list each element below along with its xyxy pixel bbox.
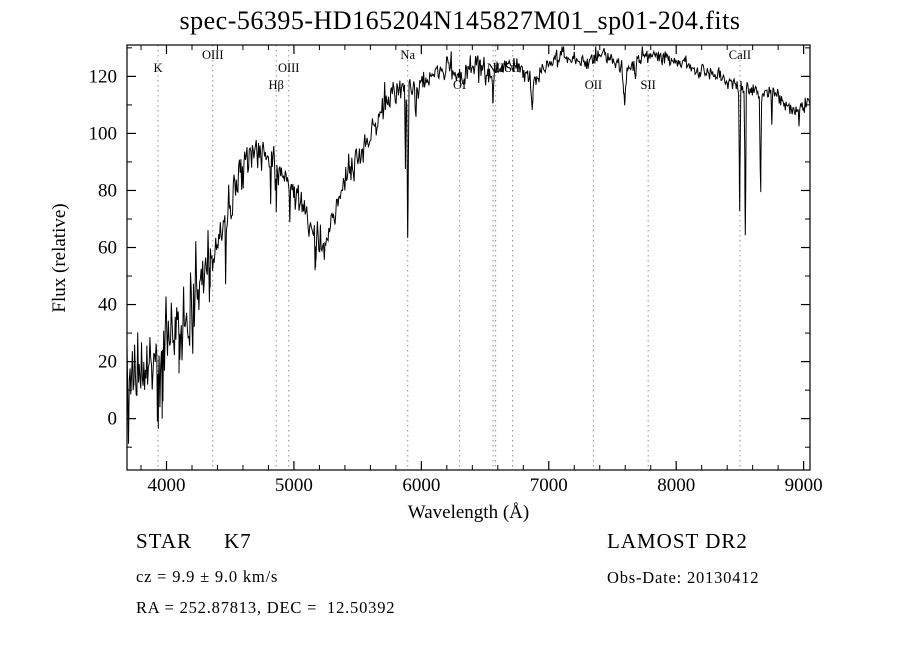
plot-border (126, 44, 811, 471)
marker-label: SII (641, 78, 656, 92)
marker-label: Na (400, 48, 415, 62)
marker-label: OII (585, 78, 602, 92)
y-tick-label: 80 (98, 180, 117, 201)
marker-label: OIII (202, 48, 224, 62)
cz-value: cz = 9.9 ± 9.0 km/s (136, 567, 279, 586)
y-axis-label: Flux (relative) (49, 203, 70, 313)
marker-label: K (153, 61, 162, 75)
x-tick-label: 4000 (148, 475, 186, 496)
survey-label: LAMOST DR2 (607, 529, 748, 553)
x-tick-label: 7000 (530, 475, 568, 496)
marker-label: OIII (278, 61, 300, 75)
x-tick-label: 6000 (402, 475, 440, 496)
marker-label: OI (453, 78, 466, 92)
marker-label: CaII (729, 48, 751, 62)
object-class: STAR (136, 529, 192, 553)
object-class-row: STAR K7 (136, 529, 252, 554)
x-tick-label: 8000 (657, 475, 695, 496)
x-axis-label: Wavelength (Å) (407, 502, 530, 523)
plot-title: spec-56395-HD165204N145827M01_sp01-204.f… (179, 6, 741, 35)
y-tick-label: 100 (89, 123, 118, 144)
marker-label: NII (487, 61, 504, 75)
y-tick-label: 120 (89, 66, 118, 87)
marker-label: Hβ (269, 78, 284, 92)
y-tick-label: 40 (98, 295, 117, 316)
y-tick-label: 20 (98, 352, 117, 373)
y-tick-label: 0 (108, 409, 118, 430)
ra-dec-value: RA = 252.87813, DEC = 12.50392 (136, 598, 396, 617)
x-tick-label: 5000 (275, 475, 313, 496)
obs-date-value: Obs-Date: 20130412 (607, 568, 760, 587)
x-tick-label: 9000 (785, 475, 823, 496)
object-subclass: K7 (224, 529, 252, 553)
spectrum-line (126, 46, 811, 444)
y-tick-label: 60 (98, 238, 117, 259)
